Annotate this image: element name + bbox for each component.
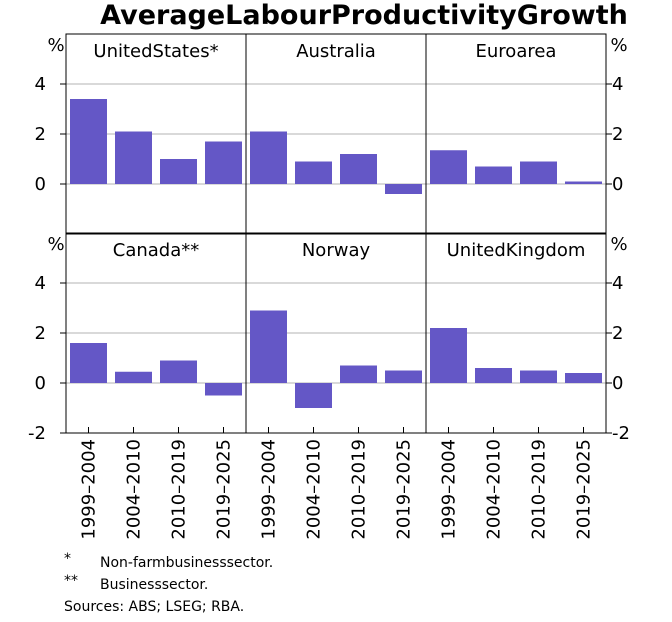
bar xyxy=(340,365,377,383)
bar xyxy=(565,373,602,383)
y-tick-label: 4 xyxy=(612,74,623,95)
y-tick-label: 0 xyxy=(612,373,623,394)
y-tick-label: 0 xyxy=(35,373,46,394)
x-tick-label: 2019–2025 xyxy=(574,439,595,540)
y-tick-label: 4 xyxy=(35,273,46,294)
x-tick-label: 1999–2004 xyxy=(439,439,460,540)
sources-note: Sources: ABS; LSEG; RBA. xyxy=(64,599,245,615)
bar xyxy=(430,150,467,184)
footnote-mark: * xyxy=(64,551,71,567)
panels-group: UnitedStates* Australia Euroarea% %4 42 20 0Ca… xyxy=(28,33,630,540)
panel-title: UnitedStates* xyxy=(93,41,218,62)
y-tick-label: -2 xyxy=(28,423,46,444)
bar xyxy=(520,370,557,383)
panel-title: Australia xyxy=(296,41,376,62)
chart: AverageLabourProductivityGrowth UnitedSt… xyxy=(28,0,630,540)
y-axis-unit: % xyxy=(610,35,627,56)
y-tick-label: 4 xyxy=(35,74,46,95)
bar xyxy=(430,328,467,383)
x-tick-label: 2004–2010 xyxy=(124,439,145,540)
y-axis-unit: % xyxy=(47,234,64,255)
x-tick-label: 2010–2019 xyxy=(349,439,370,540)
x-tick-label: 2010–2019 xyxy=(529,439,550,540)
bar xyxy=(115,371,152,383)
y-axis-unit: % xyxy=(610,234,627,255)
y-tick-label: 2 xyxy=(35,124,46,145)
footnote-text: Businesssector. xyxy=(100,577,209,593)
panel-title: UnitedKingdom xyxy=(447,240,586,261)
bar xyxy=(340,154,377,184)
x-tick-label: 2019–2025 xyxy=(214,439,235,540)
bar xyxy=(295,383,332,408)
panel-title: Canada** xyxy=(113,240,200,261)
bar xyxy=(70,99,107,184)
bar xyxy=(250,131,287,184)
y-tick-label: 2 xyxy=(612,323,623,344)
y-tick-label: 2 xyxy=(35,323,46,344)
y-axis-unit: % xyxy=(47,35,64,56)
bar xyxy=(160,159,197,184)
x-tick-label: 2019–2025 xyxy=(394,439,415,540)
y-tick-label: 4 xyxy=(612,273,623,294)
bar xyxy=(205,383,242,396)
bar xyxy=(160,360,197,383)
bar xyxy=(475,166,512,184)
x-tick-label: 1999–2004 xyxy=(79,439,100,540)
bar xyxy=(250,310,287,383)
bar xyxy=(115,131,152,184)
x-tick-label: 2010–2019 xyxy=(169,439,190,540)
chart-title: AverageLabourProductivityGrowth xyxy=(100,0,628,31)
y-tick-label: 0 xyxy=(612,174,623,195)
bar xyxy=(385,184,422,194)
y-tick-label: -2 xyxy=(612,423,630,444)
panel-title: Euroarea xyxy=(476,41,557,62)
footnote-text: Non-farmbusinesssector. xyxy=(100,555,274,571)
panel-title: Norway xyxy=(302,240,371,261)
y-tick-label: 2 xyxy=(612,124,623,145)
bar xyxy=(520,161,557,184)
x-tick-label: 2004–2010 xyxy=(484,439,505,540)
x-tick-label: 2004–2010 xyxy=(304,439,325,540)
bar xyxy=(205,141,242,184)
bar xyxy=(475,368,512,383)
bar xyxy=(565,181,602,184)
bar xyxy=(70,343,107,383)
bar xyxy=(295,161,332,184)
x-tick-label: 1999–2004 xyxy=(259,439,280,540)
bar xyxy=(385,370,422,383)
footnote-mark: ** xyxy=(64,573,78,589)
y-tick-label: 0 xyxy=(35,174,46,195)
